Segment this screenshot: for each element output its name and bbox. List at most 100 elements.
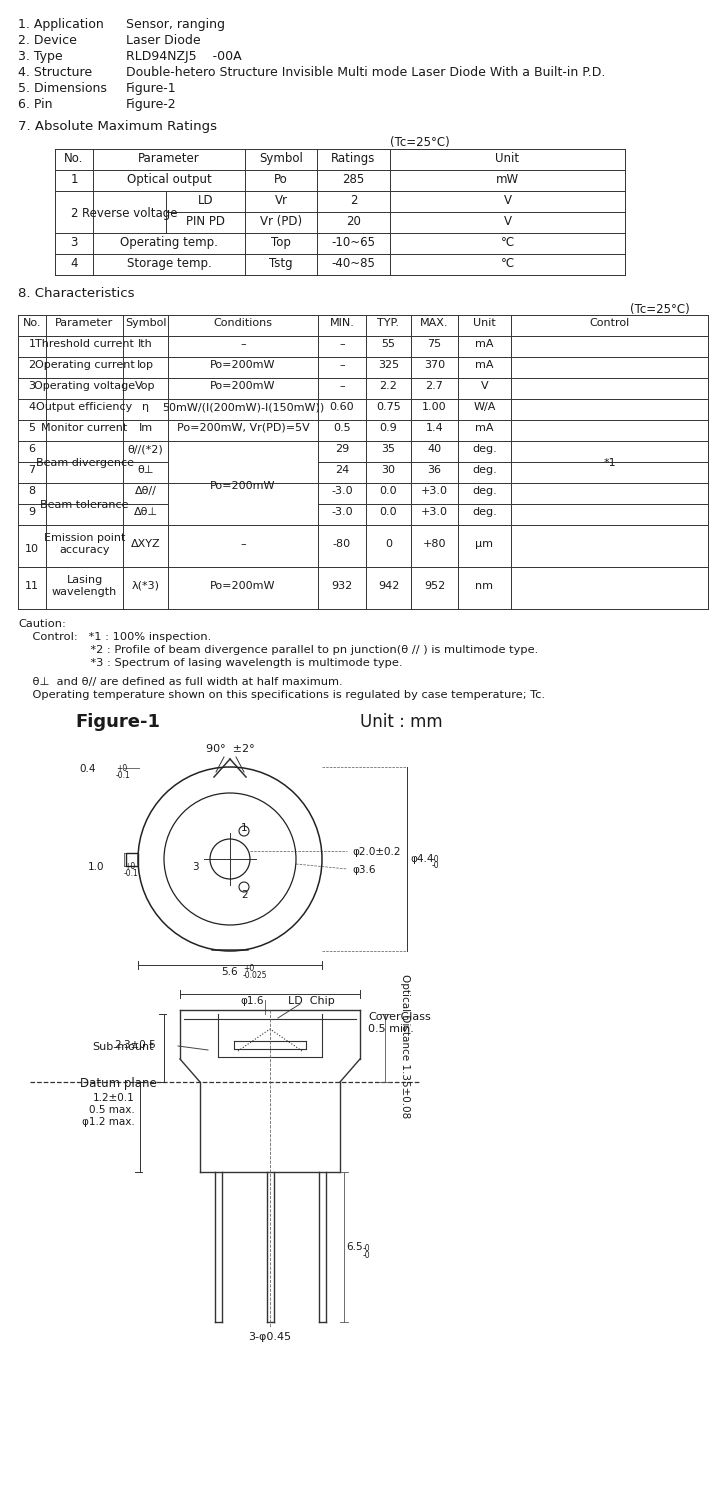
Text: 6: 6 — [29, 443, 35, 454]
Text: mW: mW — [496, 173, 519, 186]
Text: mA: mA — [475, 360, 494, 371]
Text: deg.: deg. — [472, 464, 497, 475]
Text: Δθ⊥: Δθ⊥ — [133, 507, 158, 516]
Text: +0: +0 — [124, 862, 135, 870]
Text: Optical output: Optical output — [127, 173, 212, 186]
Text: -0: -0 — [432, 854, 440, 863]
Text: Conditions: Conditions — [214, 318, 272, 327]
Text: Tstg: Tstg — [269, 257, 293, 269]
Text: 2.2: 2.2 — [379, 381, 397, 391]
Text: Lasing
wavelength: Lasing wavelength — [52, 576, 117, 597]
Text: -0.1: -0.1 — [124, 869, 139, 878]
Text: Im: Im — [138, 423, 153, 433]
Text: 4: 4 — [71, 257, 78, 269]
Text: Top: Top — [271, 237, 291, 248]
Text: deg.: deg. — [472, 487, 497, 496]
Text: -0.1: -0.1 — [116, 771, 131, 780]
Text: η: η — [142, 402, 149, 412]
Text: -3.0: -3.0 — [331, 487, 353, 496]
Text: Beam divergence: Beam divergence — [35, 458, 133, 469]
Text: Storage temp.: Storage temp. — [127, 257, 212, 269]
Text: Threshold current: Threshold current — [35, 339, 134, 350]
Text: –: – — [240, 539, 246, 549]
Text: +80: +80 — [423, 539, 446, 549]
Text: V: V — [503, 193, 511, 207]
Text: Caution:: Caution: — [18, 619, 66, 629]
Text: +3.0: +3.0 — [421, 507, 448, 516]
Text: (Tc=25°C): (Tc=25°C) — [390, 135, 450, 149]
Text: Vop: Vop — [135, 381, 156, 391]
Text: Unit: Unit — [473, 318, 496, 327]
Text: CoverGlass: CoverGlass — [368, 1012, 431, 1022]
Text: 20: 20 — [346, 214, 361, 228]
Text: 2.3±0.5: 2.3±0.5 — [114, 1040, 156, 1051]
Text: λ(*3): λ(*3) — [132, 580, 160, 591]
Text: 0.4: 0.4 — [79, 763, 96, 774]
Text: 0.5 max.: 0.5 max. — [89, 1106, 135, 1115]
Text: 5: 5 — [29, 423, 35, 433]
Text: MIN.: MIN. — [330, 318, 354, 327]
Text: 952: 952 — [424, 580, 445, 591]
Text: Symbol: Symbol — [125, 318, 166, 327]
Text: Po=200mW, Vr(PD)=5V: Po=200mW, Vr(PD)=5V — [176, 423, 310, 433]
Text: –: – — [339, 339, 345, 350]
Text: 90°  ±2°: 90° ±2° — [206, 744, 254, 754]
Text: Δθ//: Δθ// — [135, 487, 156, 496]
Text: °C: °C — [500, 237, 515, 248]
Text: °C: °C — [500, 257, 515, 269]
Text: Po: Po — [274, 173, 288, 186]
Text: +0: +0 — [243, 964, 254, 973]
Text: Emission point
accuracy: Emission point accuracy — [44, 533, 125, 555]
Text: Control:   *1 : 100% inspection.: Control: *1 : 100% inspection. — [18, 632, 211, 641]
Text: 0.75: 0.75 — [376, 402, 401, 412]
Text: Po=200mW: Po=200mW — [210, 481, 276, 491]
Text: No.: No. — [23, 318, 41, 327]
Text: 0.0: 0.0 — [379, 487, 397, 496]
Text: 0.5 min.: 0.5 min. — [368, 1024, 414, 1034]
Text: 50mW/(I(200mW)-I(150mW)): 50mW/(I(200mW)-I(150mW)) — [162, 402, 324, 412]
Text: 10: 10 — [25, 545, 39, 554]
Text: 4. Structure: 4. Structure — [18, 65, 92, 79]
Text: Vr: Vr — [274, 193, 287, 207]
Text: 24: 24 — [335, 464, 349, 475]
Text: 1.2±0.1: 1.2±0.1 — [94, 1094, 135, 1103]
Text: 2: 2 — [28, 360, 35, 371]
Text: 0: 0 — [385, 539, 392, 549]
Text: *2 : Profile of beam divergence parallel to pn junction(θ // ) is multimode type: *2 : Profile of beam divergence parallel… — [18, 644, 539, 655]
Text: 30: 30 — [382, 464, 395, 475]
Text: TYP.: TYP. — [377, 318, 400, 327]
Text: 11: 11 — [25, 580, 39, 591]
Text: 285: 285 — [343, 173, 364, 186]
Text: 3. Type: 3. Type — [18, 51, 63, 62]
Text: PIN PD: PIN PD — [186, 214, 225, 228]
Text: 932: 932 — [331, 580, 353, 591]
Text: Figure-2: Figure-2 — [126, 98, 176, 112]
Text: W/A: W/A — [473, 402, 495, 412]
Text: *3 : Spectrum of lasing wavelength is multimode type.: *3 : Spectrum of lasing wavelength is mu… — [18, 658, 402, 668]
Text: RLD94NZJ5    -00A: RLD94NZJ5 -00A — [126, 51, 242, 62]
Text: Control: Control — [590, 318, 629, 327]
Text: No.: No. — [64, 152, 84, 165]
Text: 36: 36 — [428, 464, 441, 475]
Text: 1.00: 1.00 — [422, 402, 447, 412]
Text: 1: 1 — [71, 173, 78, 186]
Text: Symbol: Symbol — [259, 152, 303, 165]
Text: Parameter: Parameter — [55, 318, 114, 327]
Text: 5. Dimensions: 5. Dimensions — [18, 82, 107, 95]
Bar — [126, 853, 138, 866]
Text: 55: 55 — [382, 339, 395, 350]
Text: 3: 3 — [29, 381, 35, 391]
Text: (Tc=25°C): (Tc=25°C) — [630, 304, 690, 315]
Text: 2: 2 — [241, 890, 248, 900]
Text: LD  Chip: LD Chip — [288, 995, 335, 1006]
Text: 1: 1 — [241, 823, 248, 833]
Text: 2: 2 — [71, 207, 78, 220]
Text: Beam tolerance: Beam tolerance — [40, 500, 129, 510]
Text: Vr (PD): Vr (PD) — [260, 214, 302, 228]
Text: V: V — [503, 214, 511, 228]
Text: θ⊥: θ⊥ — [138, 464, 154, 475]
Text: 3-φ0.45: 3-φ0.45 — [248, 1332, 292, 1342]
Text: -3.0: -3.0 — [331, 507, 353, 516]
Text: 5.6: 5.6 — [222, 967, 238, 978]
Text: φ1.2 max.: φ1.2 max. — [82, 1117, 135, 1126]
